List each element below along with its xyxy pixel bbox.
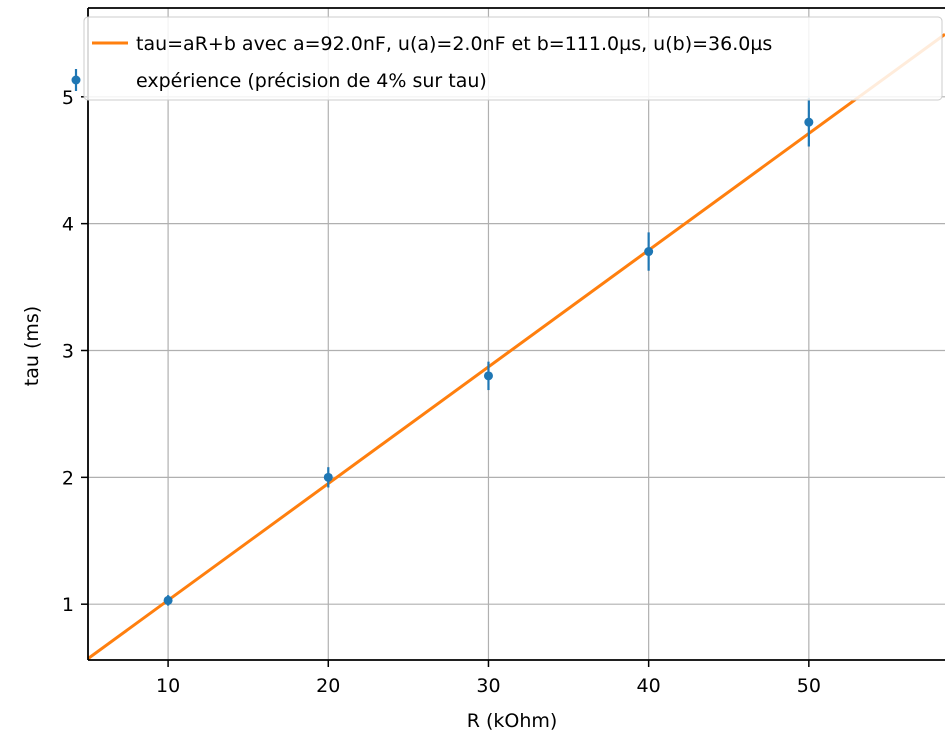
y-tick-label: 2 xyxy=(62,467,74,489)
tick-marks: 10 20 30 40 50 1 2 3 4 5 xyxy=(62,87,821,697)
data-point xyxy=(323,472,333,482)
x-tick-label: 50 xyxy=(797,675,821,697)
legend: tau=aR+b avec a=92.0nF, u(a)=2.0nF et b=… xyxy=(71,16,943,101)
fit-line-series xyxy=(87,33,945,660)
legend-fit-label: tau=aR+b avec a=92.0nF, u(a)=2.0nF et b=… xyxy=(136,33,772,55)
x-tick-label: 20 xyxy=(316,675,340,697)
axes xyxy=(87,7,945,661)
y-tick-label: 3 xyxy=(62,340,74,362)
x-tick-label: 40 xyxy=(637,675,661,697)
data-point xyxy=(163,595,173,605)
y-tick-label: 4 xyxy=(62,214,74,236)
y-axis-label: tau (ms) xyxy=(21,306,43,386)
data-point xyxy=(483,371,493,381)
x-tick-label: 30 xyxy=(476,675,500,697)
data-point xyxy=(644,247,654,257)
grid-lines xyxy=(88,8,945,660)
legend-marker-swatch xyxy=(71,69,81,91)
legend-box xyxy=(83,16,943,101)
y-tick-label: 1 xyxy=(62,594,74,616)
x-tick-label: 10 xyxy=(156,675,180,697)
data-point-series xyxy=(163,97,814,606)
legend-data-label: expérience (précision de 4% sur tau) xyxy=(136,70,487,92)
data-point xyxy=(804,117,814,127)
x-axis-label: R (kOhm) xyxy=(467,710,558,732)
fit-line xyxy=(87,33,945,660)
y-tick-label: 5 xyxy=(62,87,74,109)
